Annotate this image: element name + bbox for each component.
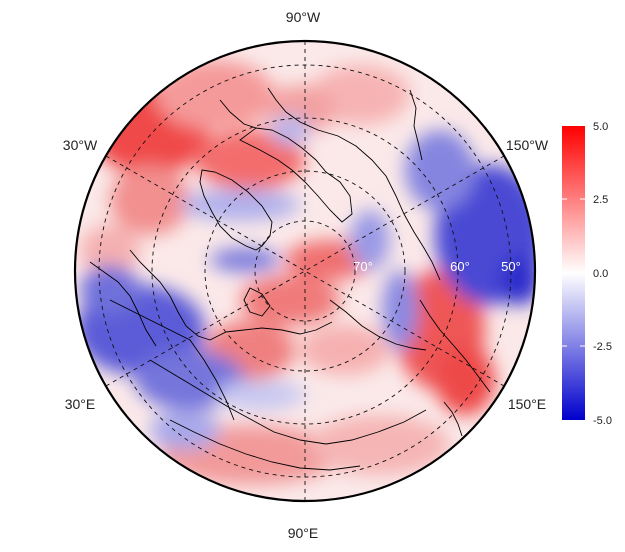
lon-label-90w: 90°W <box>286 9 321 25</box>
colorbar: 5.0 2.5 0.0 -2.5 -5.0 <box>562 121 612 427</box>
coastlines <box>89 87 491 471</box>
colorbar-tick-neg-5: -5.0 <box>593 415 612 427</box>
lat-label-70: 70° <box>353 259 373 274</box>
latitude-70-circle <box>204 170 406 372</box>
colorbar-tick-neg-2-5: -2.5 <box>593 341 612 353</box>
lon-label-30e: 30°E <box>65 396 96 412</box>
lat-label-60: 60° <box>450 259 470 274</box>
lon-label-150w: 150°W <box>506 137 549 153</box>
map-boundary <box>73 39 537 503</box>
colorbar-gradient <box>562 126 585 420</box>
anomaly-field <box>75 41 535 501</box>
lon-label-150e: 150°E <box>508 396 546 412</box>
lon-label-30w: 30°W <box>63 137 98 153</box>
latitude-80-circle <box>254 220 356 322</box>
latitude-60-circle <box>151 117 459 425</box>
lat-label-50: 50° <box>501 259 521 274</box>
lon-label-90e: 90°E <box>288 525 319 541</box>
colorbar-tick-5: 5.0 <box>593 121 608 133</box>
colorbar-tick-0: 0.0 <box>593 268 608 280</box>
colorbar-tick-2-5: 2.5 <box>593 194 608 206</box>
